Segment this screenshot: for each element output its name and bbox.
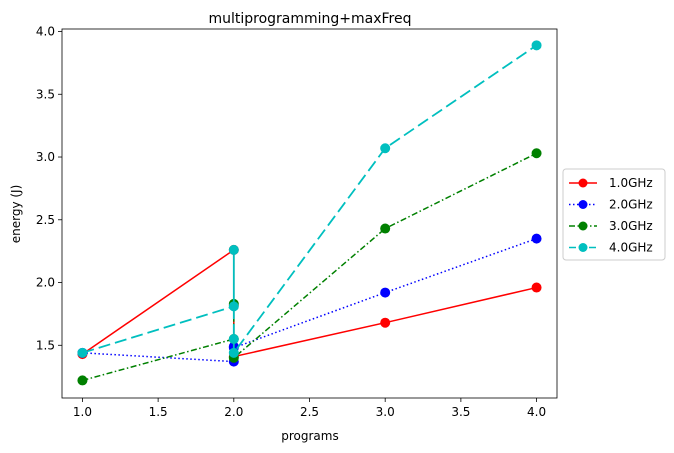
data-point (380, 143, 391, 154)
data-point (380, 223, 391, 234)
data-point (228, 347, 239, 358)
legend-label: 2.0GHz (609, 198, 653, 212)
data-point (228, 244, 239, 255)
data-point (531, 282, 542, 293)
y-tick-label: 4.0 (36, 25, 55, 39)
x-tick-label: 2.5 (300, 405, 319, 419)
chart-title: multiprogramming+maxFreq (208, 11, 411, 27)
legend-marker (578, 200, 588, 209)
legend-label: 4.0GHz (609, 241, 653, 255)
series-layer (77, 40, 542, 386)
data-point (380, 317, 391, 328)
data-point (380, 287, 391, 298)
x-tick-label: 3.5 (451, 405, 470, 419)
x-tick-label: 1.5 (149, 405, 168, 419)
data-point (77, 375, 88, 386)
x-tick-label: 2.0 (224, 405, 243, 419)
legend-entry: 1.0GHz (569, 176, 653, 190)
y-tick-label: 2.0 (36, 276, 55, 290)
y-tick-label: 3.0 (36, 150, 55, 164)
y-axis-label: energy (J) (9, 185, 23, 244)
y-tick-label: 1.5 (36, 338, 55, 352)
x-axis-ticks: 1.0 1.5 2.0 2.5 3.0 3.5 4.0 (73, 398, 546, 419)
legend-marker (578, 243, 588, 252)
series-4-0ghz (77, 40, 542, 358)
data-point (77, 347, 88, 358)
legend-marker (578, 178, 588, 188)
plot-area (62, 29, 557, 398)
y-tick-label: 3.5 (36, 87, 55, 101)
legend: 1.0GHz 2.0GHz 3.0GHz 4.0GHz (562, 168, 666, 261)
legend-label: 1.0GHz (609, 176, 653, 190)
data-point (228, 334, 239, 345)
x-axis-label: programs (281, 429, 338, 443)
x-tick-label: 4.0 (527, 405, 546, 419)
y-axis-ticks: 1.5 2.0 2.5 3.0 3.5 4.0 (36, 25, 62, 352)
data-point (531, 148, 542, 159)
x-tick-label: 1.0 (73, 405, 92, 419)
data-point (228, 301, 239, 312)
legend-entry: 4.0GHz (569, 241, 653, 255)
legend-marker (578, 221, 588, 231)
y-tick-label: 2.5 (36, 213, 55, 227)
x-tick-label: 3.0 (376, 405, 395, 419)
data-point (531, 40, 542, 51)
legend-box (562, 168, 666, 261)
legend-entry: 3.0GHz (569, 219, 653, 233)
legend-items: 1.0GHz 2.0GHz 3.0GHz 4.0GHz (569, 176, 653, 255)
legend-entry: 2.0GHz (569, 198, 653, 212)
data-point (531, 233, 542, 244)
legend-label: 3.0GHz (609, 219, 653, 233)
